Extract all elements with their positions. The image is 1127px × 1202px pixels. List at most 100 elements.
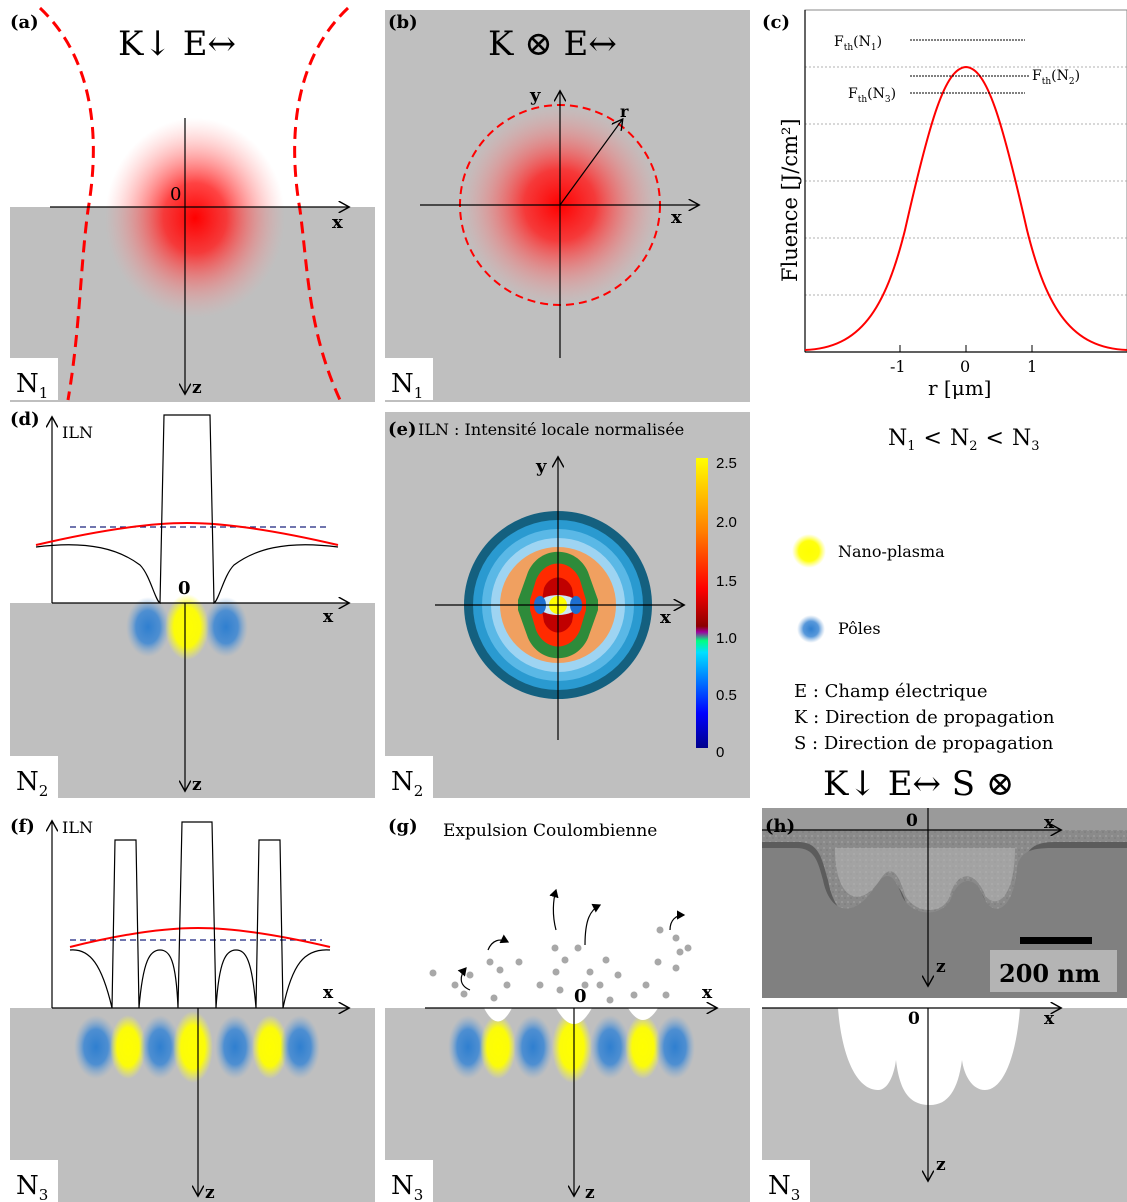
nano-plasma [625, 1015, 661, 1079]
ejection-arrows [457, 888, 686, 991]
level-label: N1 [391, 369, 423, 402]
nano-plasma [552, 1011, 592, 1083]
z-label: z [192, 775, 202, 795]
x-label: x [323, 607, 334, 627]
x-label: x [1044, 813, 1055, 833]
level-label: N2 [391, 767, 423, 800]
ablation-crater [628, 1008, 658, 1020]
iln-curve [35, 414, 339, 605]
level-label: N3 [391, 1171, 423, 1202]
panel-title: Expulsion Coulombienne [443, 821, 657, 841]
origin-label: 0 [908, 1009, 920, 1029]
level-relation: N1 < N2 < N3 [888, 426, 1039, 454]
z-label: z [936, 1155, 946, 1175]
definition-e: E : Champ électrique [794, 681, 988, 702]
colorbar-tick: 0.5 [716, 687, 737, 704]
panel-a: 0 x z K↓ E↔ N1 (a) [10, 6, 375, 402]
panel-e: x y 2.5 2.0 1.5 1.0 0.5 0 ILN : Intensit… [385, 412, 750, 800]
legend-pole-swatch [797, 615, 825, 643]
x-label: x [332, 212, 343, 233]
y-axis-label: Fluence [J/cm²] [778, 118, 802, 282]
z-label: z [192, 378, 202, 398]
panel-label: (g) [388, 816, 418, 837]
panel-d: ILN 0 x z N2 (d) [10, 409, 375, 800]
tick-label: 0 [960, 357, 970, 376]
threshold-label-1: Fth(N1) [834, 34, 882, 53]
threshold-label-2: Fth(N2) [1032, 68, 1080, 87]
y-label: y [529, 85, 541, 106]
crater-profile [838, 1008, 1020, 1105]
level-box [385, 358, 433, 400]
origin-label: 0 [178, 578, 191, 599]
legend-pole-label: Pôles [838, 619, 881, 638]
colorbar-tick: 1.5 [716, 573, 737, 590]
colorbar [696, 458, 708, 748]
pole [140, 1015, 180, 1079]
colorbar-tick: 1.0 [716, 630, 737, 647]
x-label: x [702, 983, 713, 1003]
nano-plasma [173, 1011, 213, 1083]
panel-label: (e) [388, 419, 417, 440]
x-label: x [1044, 1009, 1055, 1029]
level-box [10, 1160, 58, 1202]
tick-label: -1 [890, 357, 906, 376]
y-label: y [535, 456, 547, 477]
definition-k: K : Direction de propagation [794, 707, 1055, 728]
level-label: N3 [16, 1171, 48, 1202]
legend: Nano-plasma Pôles E : Champ électrique K… [792, 534, 1055, 804]
z-label: z [936, 957, 946, 977]
x-label: x [660, 607, 671, 628]
definition-s: S : Direction de propagation [794, 733, 1054, 754]
pole [655, 1015, 695, 1079]
panel-label: (c) [762, 12, 790, 33]
beam-waist-left [38, 6, 95, 401]
pole [215, 1015, 255, 1079]
colorbar-tick: 0 [716, 744, 724, 761]
level-box [10, 358, 58, 400]
panel-title: K ⊗ E↔ [488, 24, 617, 64]
pole [126, 597, 170, 657]
panel-label: (f) [10, 816, 35, 837]
level-label: N3 [768, 1171, 800, 1202]
pole [513, 1015, 553, 1079]
panel-title: ILN : Intensité locale normalisée [418, 420, 684, 439]
sem-surface [762, 808, 1127, 830]
z-label: z [585, 1183, 595, 1202]
x-label: x [323, 983, 334, 1003]
tick-label: 1 [1027, 357, 1037, 376]
pole [204, 597, 248, 657]
beam-waist-right [293, 6, 350, 401]
origin-label: 0 [170, 184, 181, 205]
iln-label: ILN [62, 818, 93, 837]
pole [74, 1015, 118, 1079]
panel-title: K↓ E↔ [118, 24, 236, 64]
iln-label: ILN [62, 423, 93, 442]
radius-vector [559, 120, 622, 206]
scale-bar [1020, 937, 1092, 944]
pole [590, 1015, 630, 1079]
level-box [385, 1160, 433, 1202]
scale-label: 200 nm [999, 959, 1100, 988]
panel-c: Fth(N1) Fth(N2) Fth(N3) -1 0 1 r [μm] Fl… [762, 9, 1127, 400]
colorbar-tick: 2.5 [716, 455, 737, 472]
level-box [385, 756, 433, 798]
nano-plasma [110, 1015, 146, 1079]
x-label: x [671, 207, 682, 228]
legend-plasma-swatch [792, 534, 826, 568]
panel-label: (a) [10, 12, 39, 33]
panel-h: 0 x z 200 nm 0 x z N3 (h) [762, 808, 1127, 1202]
ablation-crater [484, 1008, 512, 1022]
threshold-label-3: Fth(N3) [848, 86, 896, 105]
ejected-particles [429, 926, 692, 1004]
level-label: N1 [16, 369, 48, 402]
fluence-curve [35, 521, 339, 546]
x-axis-label: r [μm] [928, 376, 992, 400]
level-box [762, 1160, 810, 1202]
panel-label: (d) [10, 409, 40, 430]
panel-b: x y r K ⊗ E↔ N1 (b) [385, 10, 750, 402]
panel-label: (b) [388, 12, 418, 33]
scale-bar-box [990, 950, 1117, 992]
sem-crater-interior [835, 848, 1015, 910]
polarization-formula: K↓ E↔ S ⊗ [823, 764, 1014, 804]
level-box [10, 756, 58, 798]
